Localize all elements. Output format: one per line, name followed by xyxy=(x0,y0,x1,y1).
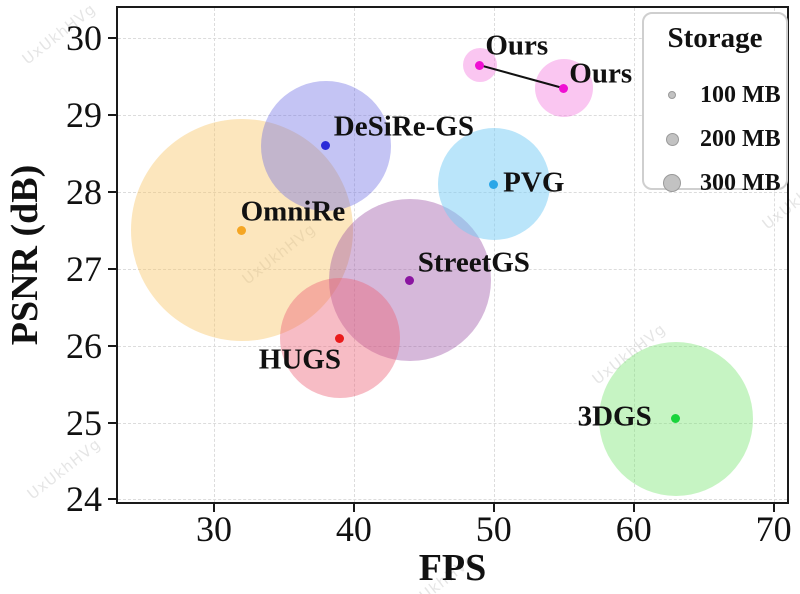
y-tick-label: 25 xyxy=(66,402,102,443)
gridline-x-40 xyxy=(353,8,355,502)
y-tick-mark xyxy=(108,498,116,501)
legend-item-100mb: 100 MB xyxy=(658,75,781,115)
legend-item-200mb: 200 MB xyxy=(658,119,781,159)
legend-marker-100mb-icon xyxy=(668,91,676,99)
gridline-y-24 xyxy=(118,499,787,501)
label-StreetGS: StreetGS xyxy=(417,246,530,279)
dot-HUGS xyxy=(335,333,345,343)
legend-marker-wrap xyxy=(658,132,686,146)
legend-label-200mb: 200 MB xyxy=(700,125,781,152)
x-tick-mark xyxy=(492,504,495,512)
gridline-x-30 xyxy=(213,8,215,502)
gridline-y-30 xyxy=(118,38,787,40)
x-tick-mark xyxy=(772,504,775,512)
gridline-x-70 xyxy=(773,8,775,502)
label-Ours: Ours xyxy=(485,29,549,62)
y-tick-mark xyxy=(108,190,116,193)
label-DeSiRe-GS: DeSiRe-GS xyxy=(333,110,474,143)
legend-marker-wrap xyxy=(658,174,686,192)
gridline-x-60 xyxy=(633,8,635,502)
dot-StreetGS xyxy=(405,275,415,285)
x-tick-mark xyxy=(352,504,355,512)
y-tick-label: 27 xyxy=(66,248,102,289)
label-3DGS: 3DGS xyxy=(577,400,652,433)
x-axis-title: FPS xyxy=(418,547,487,589)
storage-legend: Storage 100 MB 200 MB 300 MB xyxy=(642,12,788,196)
y-tick-label: 26 xyxy=(66,325,102,366)
y-tick-mark xyxy=(108,421,116,424)
label-OmniRe: OmniRe xyxy=(240,195,346,228)
dot-PVG xyxy=(489,179,499,189)
y-tick-label: 28 xyxy=(66,171,102,212)
label-PVG: PVG xyxy=(503,166,565,199)
gridline-y-25 xyxy=(118,422,787,424)
y-tick-label: 30 xyxy=(66,18,102,59)
x-tick-label: 40 xyxy=(335,509,372,549)
dot-OmniRe xyxy=(237,225,247,235)
label-HUGS: HUGS xyxy=(258,343,341,376)
legend-label-300mb: 300 MB xyxy=(700,169,781,196)
label-Ours: Ours xyxy=(569,57,633,90)
legend-marker-wrap xyxy=(658,91,686,99)
y-tick-mark xyxy=(108,267,116,270)
x-tick-label: 70 xyxy=(755,509,792,549)
legend-item-300mb: 300 MB xyxy=(658,163,781,203)
x-tick-label: 30 xyxy=(195,509,232,549)
gridline-y-27 xyxy=(118,268,787,270)
x-tick-label: 60 xyxy=(615,509,652,549)
y-tick-label: 29 xyxy=(66,95,102,136)
y-tick-mark xyxy=(108,37,116,40)
legend-label-100mb: 100 MB xyxy=(700,81,781,108)
y-tick-mark xyxy=(108,344,116,347)
dot-3DGS xyxy=(671,414,681,424)
x-tick-mark xyxy=(212,504,215,512)
dot-DeSiRe-GS xyxy=(321,141,331,151)
legend-marker-300mb-icon xyxy=(663,174,681,192)
gridline-y-26 xyxy=(118,345,787,347)
dot-Ours xyxy=(559,83,569,93)
y-tick-mark xyxy=(108,114,116,117)
legend-title: Storage xyxy=(667,22,763,54)
dot-Ours xyxy=(475,60,485,70)
x-tick-label: 50 xyxy=(475,509,512,549)
y-tick-label: 24 xyxy=(66,479,102,520)
gridline-y-29 xyxy=(118,115,787,117)
gridline-x-50 xyxy=(493,8,495,502)
legend-marker-200mb-icon xyxy=(665,132,679,146)
x-tick-mark xyxy=(632,504,635,512)
